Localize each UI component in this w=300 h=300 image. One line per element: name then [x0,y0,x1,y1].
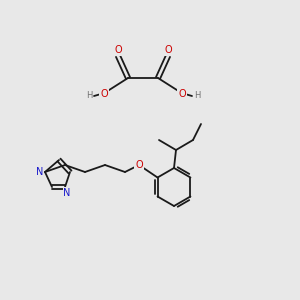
Text: O: O [100,89,108,99]
Text: H: H [194,92,200,100]
Text: O: O [164,45,172,55]
Text: H: H [86,92,92,100]
Text: N: N [36,167,44,177]
Text: O: O [178,89,186,99]
Text: O: O [114,45,122,55]
Text: N: N [63,188,71,198]
Text: O: O [135,160,143,170]
